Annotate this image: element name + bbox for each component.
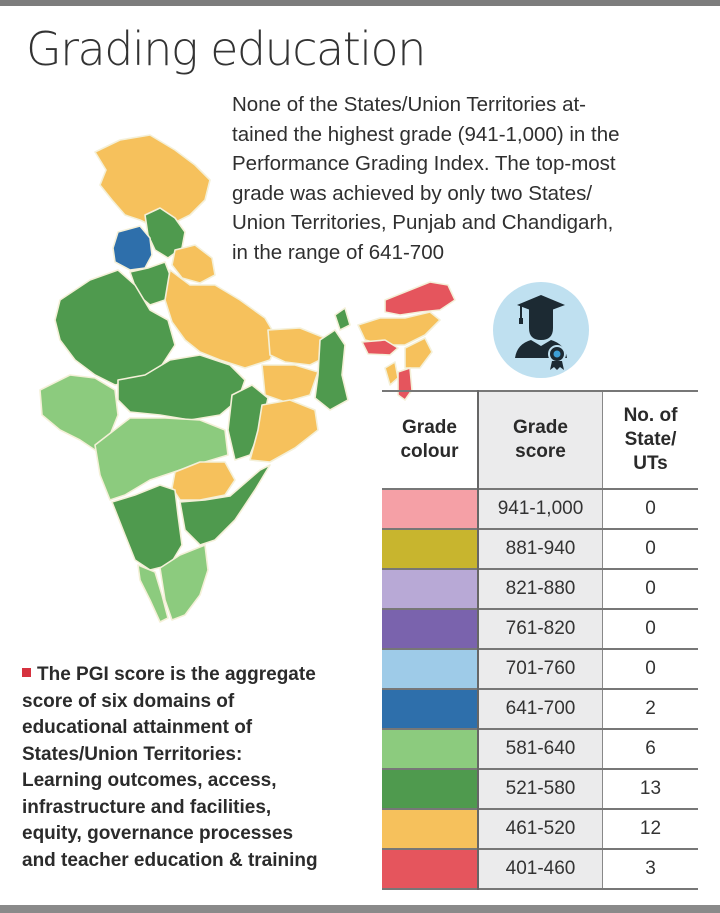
intro-line: in the range of 641-700 [232, 240, 444, 264]
grade-score: 941-1,000 [477, 489, 603, 529]
table-row: 581-640 6 [382, 729, 698, 770]
grade-colour-swatch [382, 849, 478, 890]
note-line: infrastructure and facilities, [22, 796, 272, 818]
grade-score: 821-880 [477, 569, 603, 609]
grade-colour-swatch [382, 769, 478, 810]
grade-score: 461-520 [477, 809, 603, 849]
map-region-meghalaya [361, 339, 399, 356]
note-line: educational attainment of [22, 717, 253, 738]
top-border [0, 0, 720, 6]
map-region-tripura [384, 361, 399, 386]
map-region-punjab [112, 225, 153, 271]
state-count: 6 [645, 738, 656, 759]
graduate-icon [515, 295, 567, 370]
grade-colour-swatch [382, 529, 478, 570]
grade-score: 521-580 [477, 769, 603, 809]
grade-score: 701-760 [477, 649, 603, 689]
grade-score: 641-700 [477, 689, 603, 729]
legend-header-row: Grade colour Grade score No. of State/ U… [382, 391, 698, 489]
map-region-jharkhand [261, 364, 319, 403]
table-row: 401-460 3 [382, 849, 698, 890]
note-line: Learning outcomes, access, [22, 770, 277, 791]
note-line: score of six domains of [22, 690, 235, 712]
bottom-border [0, 905, 720, 913]
map-region-andhra-pradesh [179, 464, 271, 546]
pgi-note: The PGI score is the aggregate score of … [22, 662, 382, 874]
india-map [39, 134, 456, 623]
header-grade-score: Grade score [477, 391, 603, 489]
grade-colour-swatch [382, 809, 478, 850]
map-region-karnataka [111, 484, 183, 571]
state-count: 0 [645, 578, 656, 599]
map-region-mizoram [397, 367, 413, 401]
table-row: 461-520 12 [382, 809, 698, 850]
intro-line: Union Territories, Punjab and Chandigarh… [232, 211, 614, 234]
intro-line: None of the States/Union Territories at- [232, 93, 586, 116]
state-count: 2 [645, 698, 656, 719]
grade-legend-table: Grade colour Grade score No. of State/ U… [382, 390, 698, 890]
note-line: equity, governance processes [22, 823, 294, 844]
map-region-tamil-nadu [159, 544, 209, 621]
grade-colour-swatch [382, 489, 478, 530]
bullet-icon [22, 668, 31, 677]
table-row: 641-700 2 [382, 689, 698, 730]
intro-text: None of the States/Union Territories at-… [232, 90, 720, 267]
map-region-uttar-pradesh [164, 269, 279, 369]
note-line: States/Union Territories: [22, 743, 243, 765]
page-title: Grading education [26, 22, 426, 76]
table-row: 821-880 0 [382, 569, 698, 610]
grade-score: 401-460 [477, 849, 603, 889]
map-region-uttarakhand [171, 244, 216, 284]
grade-colour-swatch [382, 569, 478, 610]
intro-line: tained the highest grade (941-1,000) in … [232, 122, 620, 146]
grade-score: 581-640 [477, 729, 603, 769]
grade-colour-swatch [382, 729, 478, 770]
grade-score: 761-820 [477, 609, 603, 649]
map-region-assam [357, 311, 441, 346]
state-count: 12 [639, 818, 662, 839]
header-grade-colour: Grade colour [400, 417, 459, 462]
intro-line: grade was achieved by only two States/ [232, 181, 593, 205]
map-region-kerala [137, 564, 169, 623]
state-count: 0 [645, 538, 656, 559]
grade-score: 881-940 [477, 529, 603, 569]
intro-line: Performance Grading Index. The top-most [232, 152, 616, 175]
header-state-count: No. of State/ UTs [623, 405, 678, 474]
map-region-odisha [249, 399, 319, 463]
grade-colour-swatch [382, 649, 478, 690]
map-region-manipur [404, 337, 433, 369]
state-count: 0 [645, 658, 656, 679]
state-count: 13 [639, 778, 662, 799]
table-row: 761-820 0 [382, 609, 698, 650]
map-region-west-bengal [314, 329, 349, 411]
map-region-arunachal [384, 281, 456, 316]
state-count: 0 [645, 618, 656, 639]
table-row: 941-1,000 0 [382, 489, 698, 530]
note-line: The PGI score is the aggregate [22, 662, 382, 689]
graduate-icon-badge [493, 282, 589, 378]
state-count: 0 [645, 498, 656, 519]
table-row: 521-580 13 [382, 769, 698, 810]
table-row: 881-940 0 [382, 529, 698, 570]
grade-colour-swatch [382, 609, 478, 650]
note-line: and teacher education & training [22, 849, 318, 871]
table-row: 701-760 0 [382, 649, 698, 690]
state-count: 3 [645, 858, 656, 879]
grade-colour-swatch [382, 689, 478, 730]
map-region-sikkim [334, 307, 351, 331]
